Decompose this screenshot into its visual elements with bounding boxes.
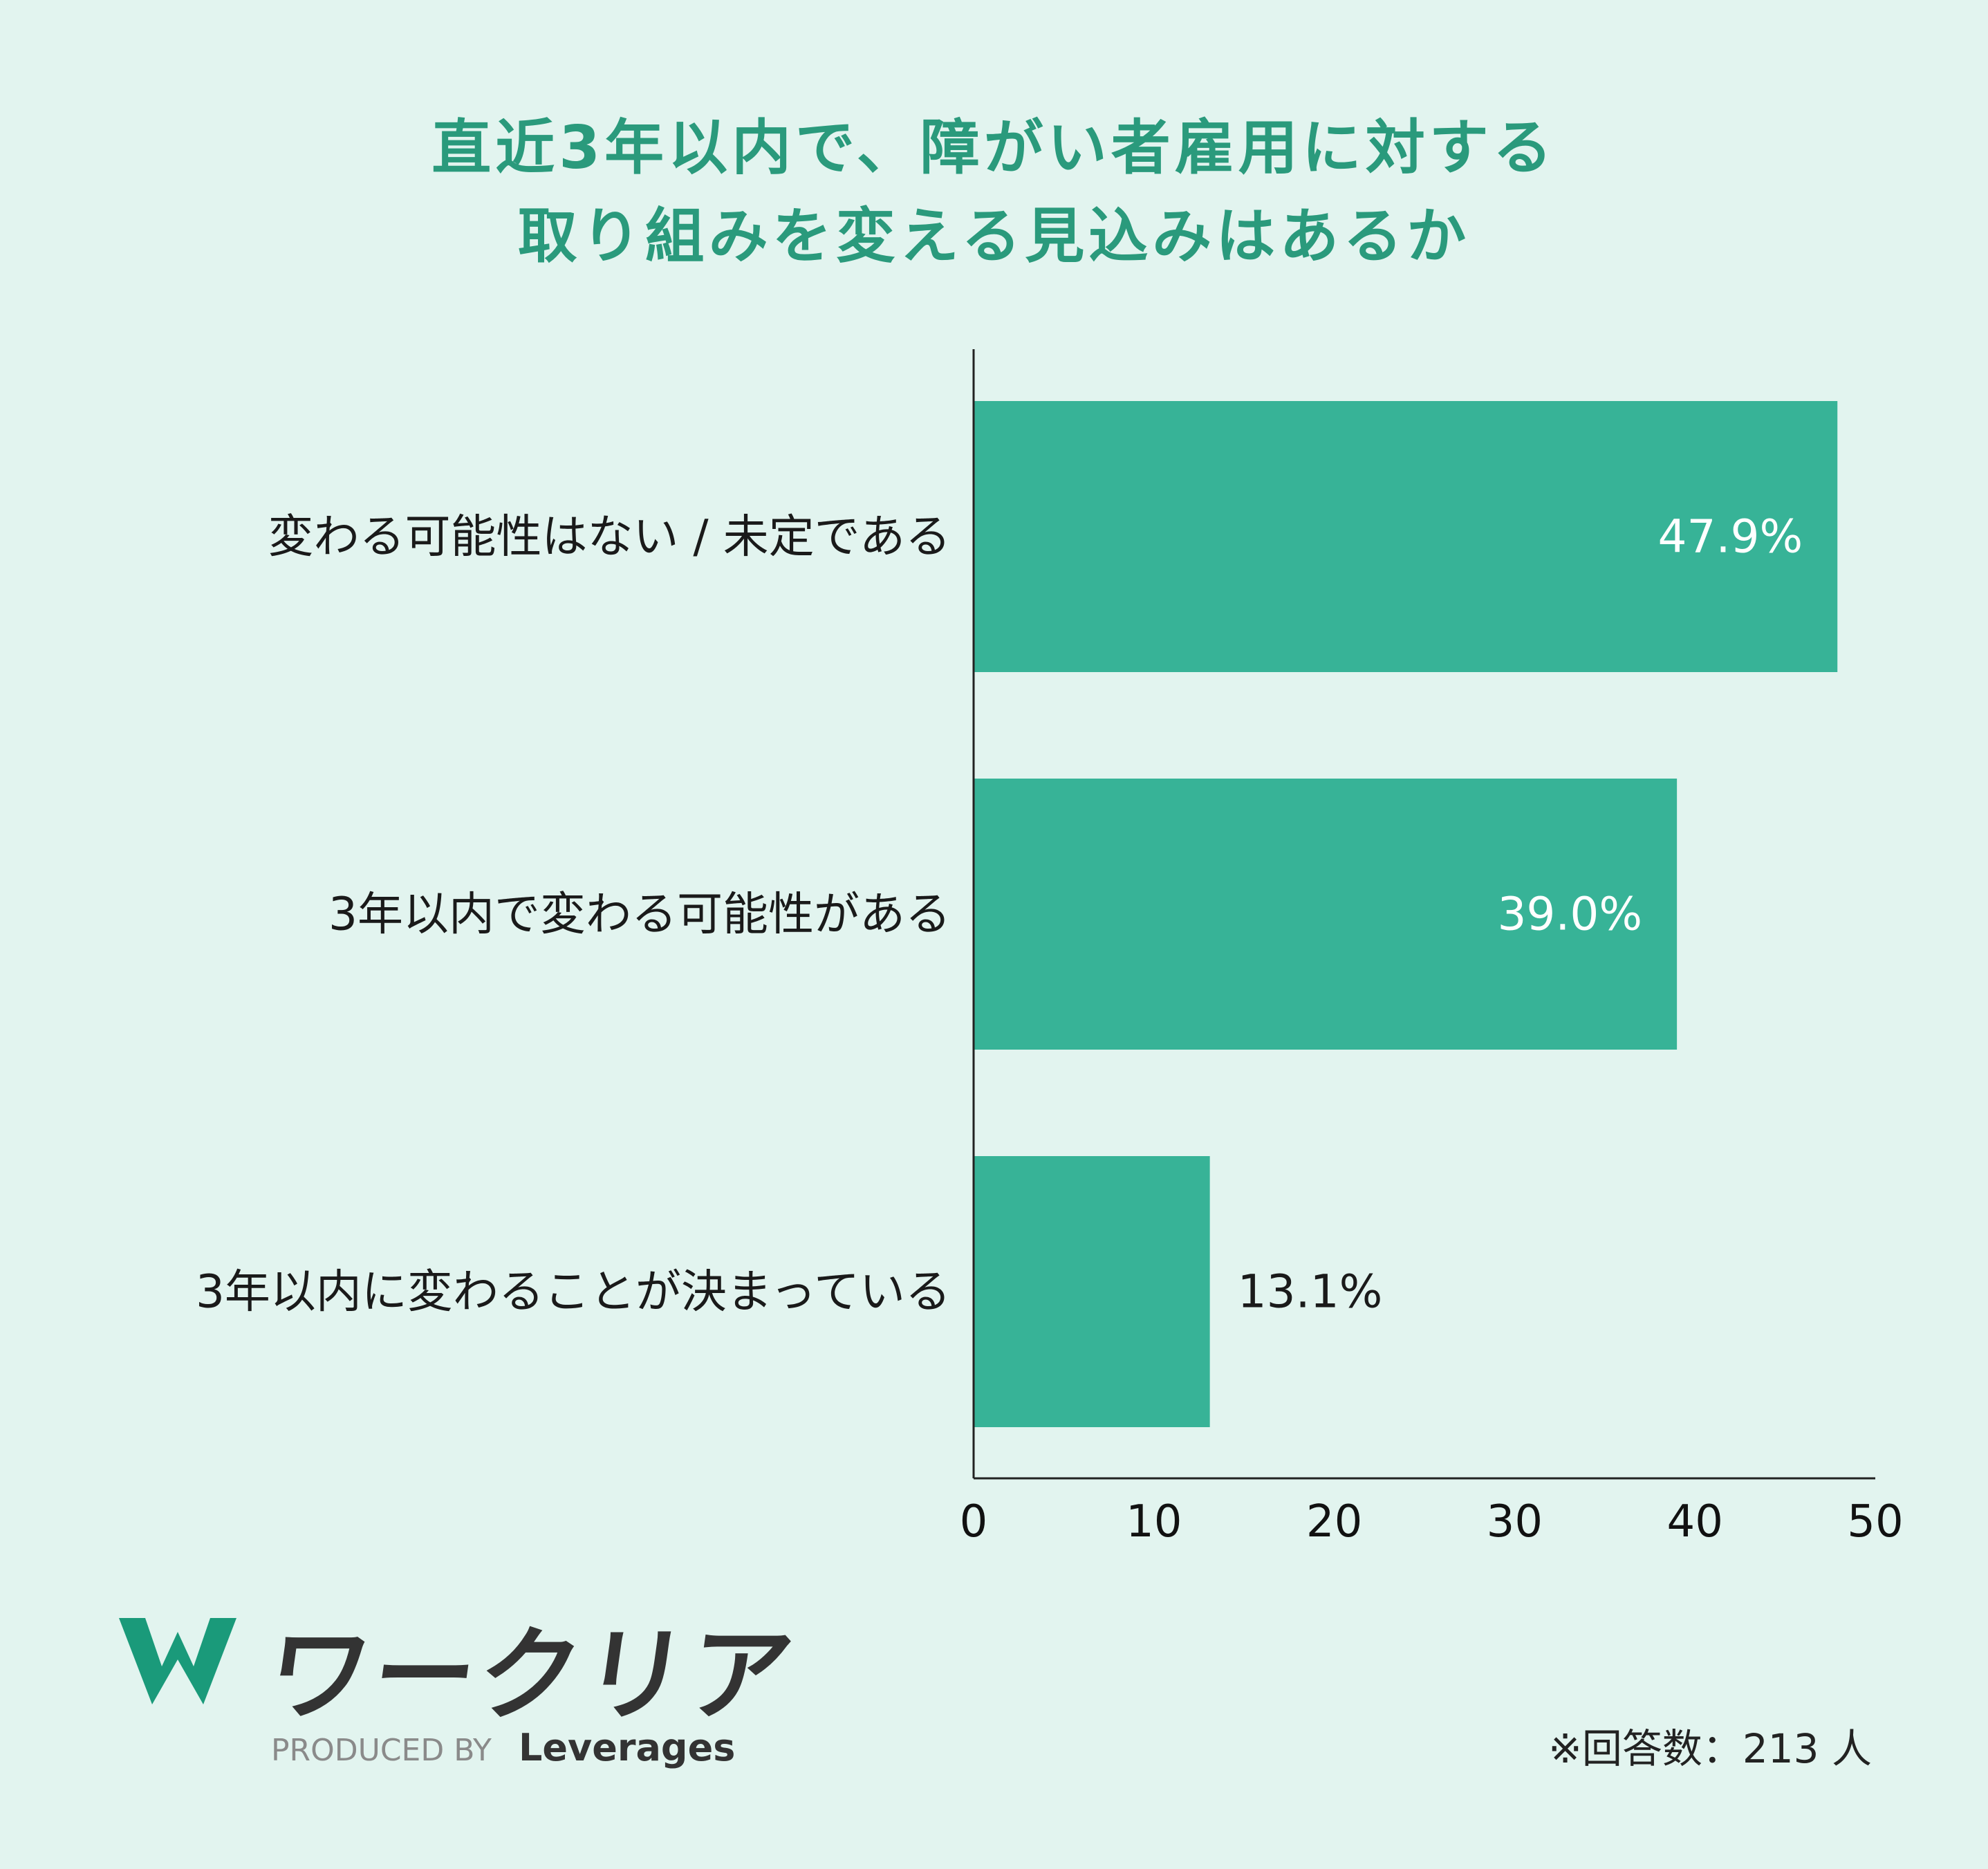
data-label: 39.0%	[1497, 888, 1642, 941]
bar	[974, 779, 1678, 1050]
bar	[974, 401, 1838, 672]
x-tick-label: 10	[1126, 1496, 1182, 1547]
logo-produced-by: PRODUCED BY	[271, 1733, 492, 1768]
category-label: 3年以内に変わることが決まっている	[196, 1265, 951, 1319]
x-tick-label: 30	[1487, 1496, 1543, 1547]
logo-wordmark: ワークリア	[260, 1616, 803, 1735]
chart-title: 直近3年以内で、障がい者雇用に対する 取り組みを変える見込みはあるか	[0, 104, 1988, 281]
data-label: 13.1%	[1238, 1265, 1383, 1319]
x-tick-label: 40	[1666, 1496, 1722, 1547]
chart-title-line-1: 直近3年以内で、障がい者雇用に対する	[431, 113, 1557, 183]
w-logo-icon	[119, 1618, 236, 1704]
data-label: 47.9%	[1658, 510, 1803, 564]
x-tick-label: 20	[1306, 1496, 1362, 1547]
category-label: 3年以内で変わる可能性がある	[328, 888, 951, 941]
x-tick-label: 50	[1847, 1496, 1903, 1547]
bar	[974, 1156, 1210, 1427]
respondent-count-note: ※回答数：213 人	[1548, 1725, 1872, 1772]
logo-brand: Leverages	[519, 1726, 736, 1769]
workclear-logo: ワークリア PRODUCED BY Leverages	[119, 1611, 802, 1770]
category-label: 変わる可能性はない / 未定である	[268, 510, 951, 564]
x-tick-label: 0	[960, 1496, 988, 1547]
chart-title-line-2: 取り組みを変える見込みはあるか	[517, 202, 1471, 271]
bar-chart: 変わる可能性はない / 未定である 47.9% 3年以内で変わる可能性がある 39.0…	[196, 349, 1904, 1547]
